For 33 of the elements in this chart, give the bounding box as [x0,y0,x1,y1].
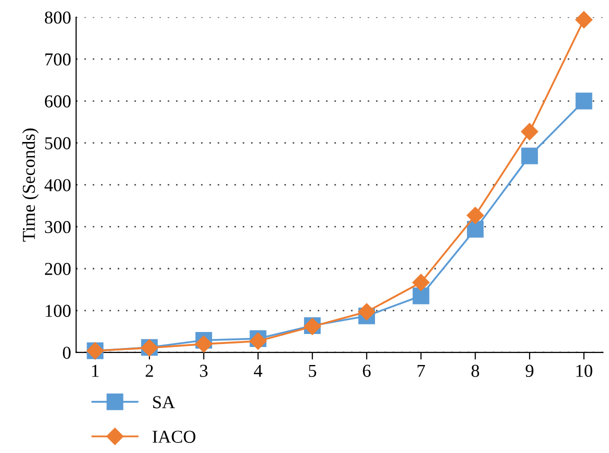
x-tick-label: 10 [576,364,592,377]
y-tick-label: 500 [45,137,71,150]
x-tick-label: 5 [308,364,316,377]
x-tick-label: 6 [362,364,371,377]
x-tick-label: 3 [200,364,208,377]
y-tick-label: 0 [62,346,71,359]
point [466,220,484,238]
y-tick-label: 100 [46,304,71,317]
y-tick-label: 800 [44,11,71,24]
point [521,148,538,164]
x-tick-label: 8 [471,364,480,377]
point [412,274,430,292]
x-tick-label: 7 [418,364,425,377]
legend-label: SA [153,396,175,408]
y-tick-label: 200 [44,262,71,276]
point [466,206,484,224]
x-tick-label: 4 [254,364,262,377]
point [250,332,267,350]
x-tick-label: 9 [526,364,534,377]
point [358,303,376,320]
y-tick-label: 600 [44,95,71,108]
y-tick-label: 700 [45,53,71,66]
point [412,288,430,304]
legend-label: IACO [152,430,196,443]
x-tick-label: 1 [92,364,99,377]
x-tick-label: 2 [146,364,153,377]
y-axis-title: Time (Seconds) [22,128,39,242]
point [521,123,538,140]
y-tick-label: 300 [45,220,71,234]
y-tick-label: 400 [44,179,71,192]
point [576,92,592,110]
point [575,11,592,28]
point [195,336,212,353]
